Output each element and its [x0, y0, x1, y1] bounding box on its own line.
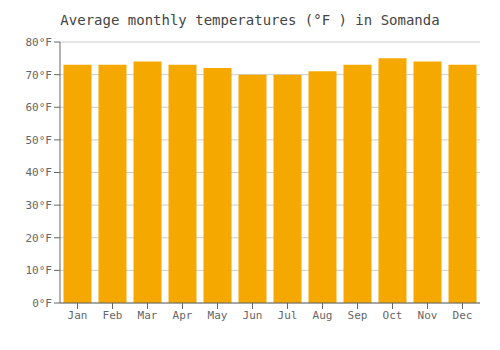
- svg-text:80°F: 80°F: [26, 36, 53, 49]
- svg-text:Jul: Jul: [278, 309, 298, 322]
- svg-text:10°F: 10°F: [26, 264, 53, 277]
- svg-text:Nov: Nov: [418, 309, 438, 322]
- svg-text:Sep: Sep: [348, 309, 368, 322]
- svg-text:Oct: Oct: [383, 309, 403, 322]
- svg-text:20°F: 20°F: [26, 232, 53, 245]
- svg-text:0°F: 0°F: [32, 297, 52, 310]
- svg-text:30°F: 30°F: [26, 199, 53, 212]
- svg-text:70°F: 70°F: [26, 69, 53, 82]
- svg-text:Aug: Aug: [313, 309, 333, 322]
- svg-text:Jan: Jan: [68, 309, 88, 322]
- svg-text:Feb: Feb: [103, 309, 123, 322]
- svg-text:Mar: Mar: [138, 309, 158, 322]
- svg-text:May: May: [208, 309, 228, 322]
- svg-text:50°F: 50°F: [26, 134, 53, 147]
- svg-text:60°F: 60°F: [26, 101, 53, 114]
- svg-text:Dec: Dec: [453, 309, 473, 322]
- svg-text:40°F: 40°F: [26, 166, 53, 179]
- svg-text:Apr: Apr: [173, 309, 193, 322]
- svg-text:Jun: Jun: [243, 309, 263, 322]
- html-text:Average monthly temperatures (: Average monthly temperatures (°F ) in So…: [60, 12, 440, 28]
